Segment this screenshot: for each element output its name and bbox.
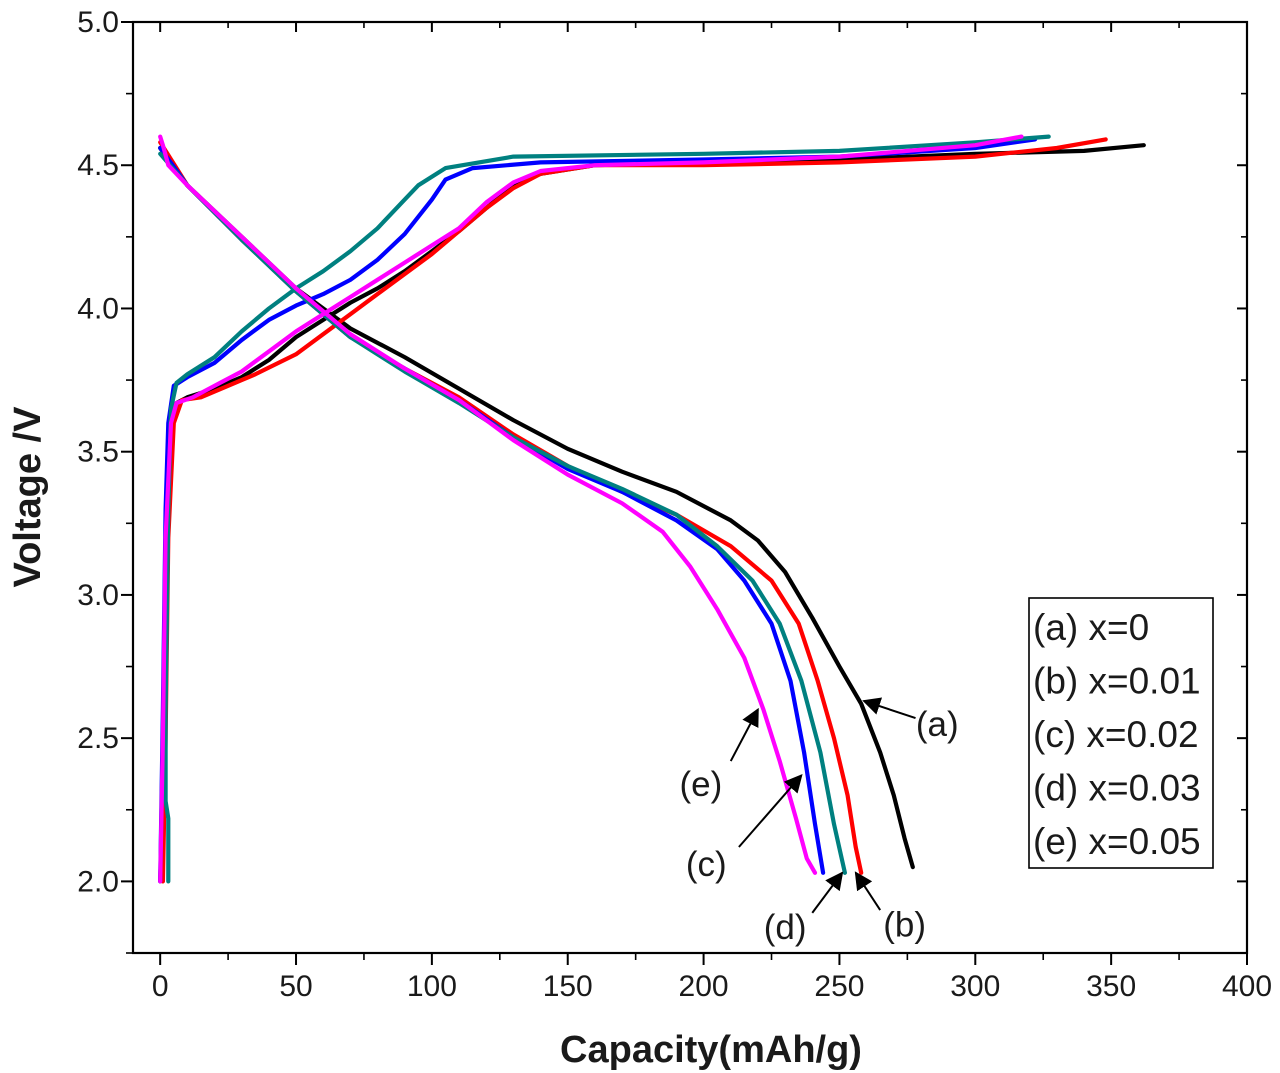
legend-entry: (e) x=0.05 [1033, 821, 1201, 862]
series-layer [158, 134, 1146, 884]
annotation-label: (d) [764, 908, 807, 947]
legend-entry: (c) x=0.02 [1033, 714, 1199, 755]
x-tick-label: 100 [407, 970, 457, 1003]
y-tick-label: 2.5 [77, 722, 119, 755]
legend-entry: (d) x=0.03 [1033, 768, 1201, 809]
y-tick-label: 3.0 [77, 579, 119, 612]
annotation-arrow [854, 871, 882, 911]
x-tick-label: 250 [814, 970, 864, 1003]
series-d-charge-line [163, 134, 1051, 884]
y-tick-label: 2.0 [77, 865, 119, 898]
series-d-discharge-line [158, 151, 847, 875]
axes-layer: 0 50 100 150 200 250 300 350 400 2.0 2.5 3.0 3.5 4.0 4… [77, 6, 1272, 1003]
x-axis-title: Capacity(mAh/g) [560, 1029, 862, 1071]
series-b-charge-line [160, 137, 1108, 884]
legend-entry: (a) x=0 [1033, 607, 1149, 648]
annotation-arrow [738, 774, 803, 848]
series-b-discharge-line [158, 140, 864, 875]
plot-frame [131, 20, 1249, 955]
legend-box [1028, 597, 1214, 869]
series-e-discharge-line [158, 134, 818, 875]
y-axis-title: Voltage /V [7, 406, 49, 588]
annotation-arrow [862, 697, 916, 720]
series-c-charge-line [158, 137, 1038, 884]
annotation-label: (b) [883, 905, 926, 944]
annotation-label: (a) [916, 705, 959, 744]
series-e-charge-line [158, 134, 1024, 884]
y-tick-label: 5.0 [77, 6, 119, 39]
annotation-layer: (a) (b) (c) (d) (e) [679, 697, 959, 947]
y-tick-label: 4.0 [77, 292, 119, 325]
annotation-label: (c) [686, 845, 727, 884]
annotation-arrow [729, 707, 759, 762]
x-tick-label: 150 [543, 970, 593, 1003]
x-tick-label: 300 [950, 970, 1000, 1003]
x-tick-label: 350 [1086, 970, 1136, 1003]
series-a-discharge-line [158, 145, 915, 870]
y-tick-label: 3.5 [77, 436, 119, 469]
y-tick-label: 4.5 [77, 149, 119, 182]
x-tick-label: 200 [679, 970, 729, 1003]
x-tick-label: 0 [152, 970, 169, 1003]
x-tick-label: 50 [279, 970, 312, 1003]
annotation-label: (e) [679, 765, 722, 804]
legend: (a) x=0 (b) x=0.01 (c) x=0.02 (d) x=0.03 (e)… [1028, 597, 1214, 869]
annotation-arrow [811, 871, 844, 914]
x-tick-label: 400 [1222, 970, 1272, 1003]
legend-entry: (b) x=0.01 [1033, 661, 1201, 702]
series-a-charge-line [158, 143, 1146, 884]
